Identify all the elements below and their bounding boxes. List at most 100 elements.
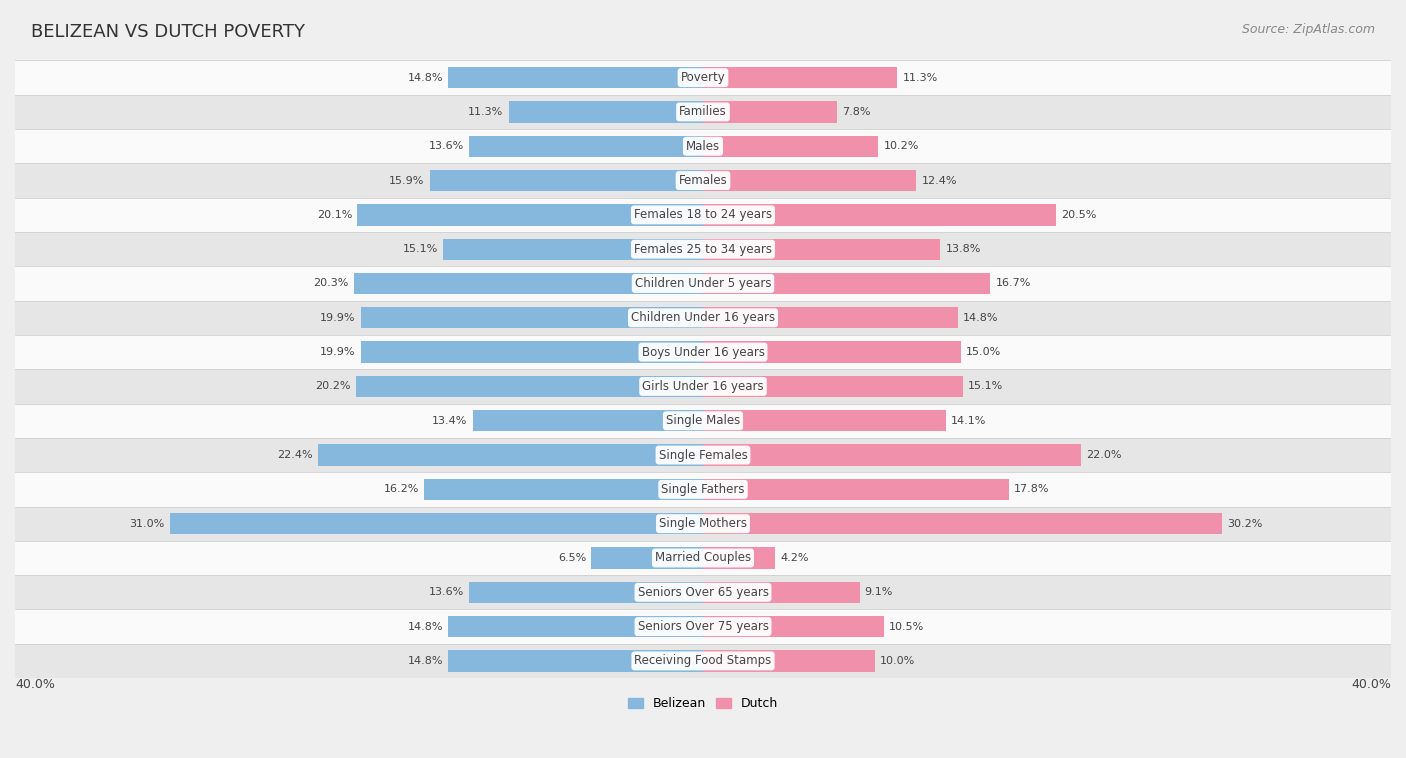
Text: 22.0%: 22.0% bbox=[1087, 450, 1122, 460]
Bar bbox=[356, 376, 703, 397]
Text: 15.1%: 15.1% bbox=[404, 244, 439, 254]
Text: 14.8%: 14.8% bbox=[408, 622, 443, 631]
Text: 19.9%: 19.9% bbox=[321, 313, 356, 323]
Bar bbox=[15, 61, 1391, 95]
Bar bbox=[703, 479, 1010, 500]
Text: 15.9%: 15.9% bbox=[389, 176, 425, 186]
Text: 30.2%: 30.2% bbox=[1227, 518, 1263, 528]
Text: 40.0%: 40.0% bbox=[1351, 678, 1391, 691]
Text: 14.1%: 14.1% bbox=[950, 415, 986, 426]
Bar bbox=[15, 540, 1391, 575]
Text: 20.1%: 20.1% bbox=[316, 210, 352, 220]
Text: 20.3%: 20.3% bbox=[314, 278, 349, 289]
Bar bbox=[703, 170, 917, 191]
Text: 10.5%: 10.5% bbox=[889, 622, 924, 631]
Bar bbox=[357, 204, 703, 226]
Bar bbox=[703, 581, 859, 603]
Text: 22.4%: 22.4% bbox=[277, 450, 312, 460]
Text: 20.5%: 20.5% bbox=[1060, 210, 1097, 220]
Bar bbox=[15, 95, 1391, 129]
Bar bbox=[318, 444, 703, 465]
Bar bbox=[703, 616, 883, 637]
Text: 17.8%: 17.8% bbox=[1014, 484, 1050, 494]
Bar bbox=[354, 273, 703, 294]
Bar bbox=[15, 644, 1391, 678]
Text: 14.8%: 14.8% bbox=[408, 656, 443, 666]
Text: 15.0%: 15.0% bbox=[966, 347, 1001, 357]
Bar bbox=[703, 342, 960, 363]
Bar bbox=[703, 307, 957, 328]
Text: Girls Under 16 years: Girls Under 16 years bbox=[643, 380, 763, 393]
Bar bbox=[15, 266, 1391, 301]
Text: BELIZEAN VS DUTCH POVERTY: BELIZEAN VS DUTCH POVERTY bbox=[31, 23, 305, 41]
Bar bbox=[443, 239, 703, 260]
Bar bbox=[15, 575, 1391, 609]
Text: 31.0%: 31.0% bbox=[129, 518, 165, 528]
Bar bbox=[703, 444, 1081, 465]
Bar bbox=[170, 513, 703, 534]
Bar bbox=[429, 170, 703, 191]
Bar bbox=[15, 335, 1391, 369]
Bar bbox=[15, 301, 1391, 335]
Text: 4.2%: 4.2% bbox=[780, 553, 808, 563]
Text: 16.2%: 16.2% bbox=[384, 484, 419, 494]
Text: 13.4%: 13.4% bbox=[432, 415, 467, 426]
Text: 13.8%: 13.8% bbox=[945, 244, 981, 254]
Bar bbox=[15, 506, 1391, 540]
Text: 10.0%: 10.0% bbox=[880, 656, 915, 666]
Text: Single Males: Single Males bbox=[666, 414, 740, 428]
Bar bbox=[703, 136, 879, 157]
Bar bbox=[703, 204, 1056, 226]
Bar bbox=[361, 342, 703, 363]
Text: 13.6%: 13.6% bbox=[429, 587, 464, 597]
Bar bbox=[15, 164, 1391, 198]
Bar bbox=[591, 547, 703, 568]
Text: Families: Families bbox=[679, 105, 727, 118]
Text: Source: ZipAtlas.com: Source: ZipAtlas.com bbox=[1241, 23, 1375, 36]
Bar bbox=[472, 410, 703, 431]
Text: 10.2%: 10.2% bbox=[883, 141, 920, 152]
Text: 9.1%: 9.1% bbox=[865, 587, 893, 597]
Text: 19.9%: 19.9% bbox=[321, 347, 356, 357]
Bar bbox=[425, 479, 703, 500]
Text: Poverty: Poverty bbox=[681, 71, 725, 84]
Bar bbox=[15, 232, 1391, 266]
Bar bbox=[703, 547, 775, 568]
Text: Males: Males bbox=[686, 139, 720, 153]
Text: 7.8%: 7.8% bbox=[842, 107, 870, 117]
Bar bbox=[703, 67, 897, 88]
Text: Females 18 to 24 years: Females 18 to 24 years bbox=[634, 208, 772, 221]
Bar bbox=[15, 369, 1391, 403]
Text: Children Under 16 years: Children Under 16 years bbox=[631, 312, 775, 324]
Text: 40.0%: 40.0% bbox=[15, 678, 55, 691]
Bar bbox=[449, 616, 703, 637]
Text: Seniors Over 65 years: Seniors Over 65 years bbox=[637, 586, 769, 599]
Text: 12.4%: 12.4% bbox=[921, 176, 957, 186]
Text: 11.3%: 11.3% bbox=[903, 73, 938, 83]
Text: Females 25 to 34 years: Females 25 to 34 years bbox=[634, 243, 772, 255]
Bar bbox=[470, 136, 703, 157]
Bar bbox=[703, 513, 1222, 534]
Text: 15.1%: 15.1% bbox=[967, 381, 1002, 391]
Bar bbox=[509, 102, 703, 123]
Bar bbox=[703, 102, 837, 123]
Text: 11.3%: 11.3% bbox=[468, 107, 503, 117]
Bar bbox=[703, 650, 875, 672]
Bar bbox=[361, 307, 703, 328]
Bar bbox=[470, 581, 703, 603]
Text: Boys Under 16 years: Boys Under 16 years bbox=[641, 346, 765, 359]
Bar bbox=[703, 410, 945, 431]
Bar bbox=[703, 239, 941, 260]
Text: Married Couples: Married Couples bbox=[655, 552, 751, 565]
Bar bbox=[449, 67, 703, 88]
Bar bbox=[15, 609, 1391, 644]
Text: 13.6%: 13.6% bbox=[429, 141, 464, 152]
Text: 16.7%: 16.7% bbox=[995, 278, 1031, 289]
Text: Females: Females bbox=[679, 174, 727, 187]
Bar bbox=[15, 198, 1391, 232]
Legend: Belizean, Dutch: Belizean, Dutch bbox=[623, 692, 783, 715]
Text: 14.8%: 14.8% bbox=[408, 73, 443, 83]
Text: 20.2%: 20.2% bbox=[315, 381, 350, 391]
Text: Single Mothers: Single Mothers bbox=[659, 517, 747, 530]
Text: Receiving Food Stamps: Receiving Food Stamps bbox=[634, 654, 772, 667]
